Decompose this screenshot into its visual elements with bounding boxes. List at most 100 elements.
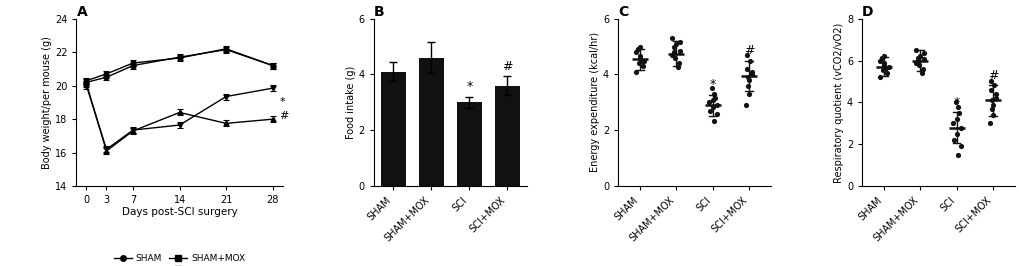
Point (909, 59, 925, 63)
Point (982, 88, 999, 92)
Bar (457, 102, 481, 186)
Text: #: # (279, 111, 288, 121)
Point (669, 65, 686, 70)
Point (879, 65, 896, 69)
Text: *: * (279, 97, 284, 107)
Point (738, 53, 754, 57)
Point (984, 82, 1001, 87)
Point (739, 67, 755, 71)
Point (634, 64, 650, 68)
Text: #: # (501, 60, 513, 73)
Point (740, 92, 756, 96)
Point (663, 36, 680, 40)
Y-axis label: Respiratory quotient (vCO2/vO2): Respiratory quotient (vCO2/vO2) (834, 22, 844, 182)
Point (952, 144, 968, 148)
Text: B: B (374, 5, 384, 19)
Text: #: # (743, 44, 753, 57)
Point (739, 84, 755, 88)
Point (945, 121, 961, 126)
Point (705, 92, 721, 96)
Point (982, 98, 999, 102)
Text: C: C (618, 5, 628, 19)
Point (664, 44, 681, 49)
Text: D: D (861, 5, 873, 19)
Point (875, 63, 892, 67)
Bar (494, 86, 520, 186)
X-axis label: Days post-SCI surgery: Days post-SCI surgery (121, 207, 237, 217)
Point (948, 132, 964, 136)
Point (627, 70, 643, 74)
Point (981, 121, 998, 126)
Point (633, 59, 649, 63)
Point (909, 56, 925, 61)
Y-axis label: Body weight/per mouse (g): Body weight/per mouse (g) (42, 36, 52, 169)
Point (871, 75, 888, 79)
Point (671, 61, 687, 65)
Point (987, 96, 1004, 100)
Point (631, 61, 647, 65)
Point (945, 138, 961, 142)
Point (984, 113, 1001, 117)
Point (631, 54, 647, 59)
Point (913, 71, 929, 75)
Y-axis label: Food intake (g): Food intake (g) (345, 66, 356, 139)
Point (705, 118, 721, 123)
Text: *: * (709, 78, 715, 91)
Point (910, 63, 926, 67)
Point (665, 50, 682, 54)
Legend: SHAM, SCI, SHAM+MOX, SCI+MOX: SHAM, SCI, SHAM+MOX, SCI+MOX (114, 254, 245, 266)
Bar (380, 72, 406, 186)
Point (949, 153, 965, 157)
Point (701, 109, 717, 113)
Point (672, 40, 688, 44)
Point (948, 100, 964, 105)
Point (667, 42, 684, 46)
Point (907, 60, 923, 65)
Point (983, 102, 1000, 107)
Point (706, 96, 722, 100)
Point (666, 56, 683, 60)
Point (703, 86, 719, 90)
Point (907, 48, 923, 52)
Point (914, 67, 930, 71)
Point (672, 49, 688, 53)
Point (877, 66, 894, 70)
Y-axis label: Energy expenditure (kcal/hr): Energy expenditure (kcal/hr) (589, 32, 599, 172)
Point (877, 71, 894, 75)
Point (708, 111, 725, 116)
Point (915, 51, 931, 55)
Point (915, 57, 931, 62)
Point (871, 59, 888, 63)
Point (707, 103, 723, 107)
Text: *: * (466, 81, 472, 93)
Point (743, 72, 759, 77)
Point (700, 100, 716, 105)
Point (704, 97, 720, 102)
Point (741, 59, 757, 63)
Point (739, 75, 755, 79)
Point (631, 44, 647, 49)
Point (632, 56, 648, 60)
Point (982, 107, 999, 111)
Text: #: # (986, 69, 998, 82)
Point (948, 117, 964, 121)
Point (952, 126, 968, 130)
Point (911, 54, 927, 59)
Point (627, 50, 643, 54)
Point (740, 78, 756, 82)
Point (636, 59, 652, 63)
Point (875, 54, 892, 59)
Point (982, 79, 999, 84)
Text: *: * (953, 96, 959, 109)
Point (873, 56, 890, 61)
Point (743, 70, 759, 74)
Point (738, 103, 754, 107)
Point (986, 92, 1003, 96)
Point (663, 53, 680, 57)
Point (629, 47, 645, 51)
Point (950, 111, 966, 115)
Point (874, 68, 891, 72)
Point (950, 105, 966, 109)
Point (875, 60, 892, 65)
Point (704, 105, 720, 109)
